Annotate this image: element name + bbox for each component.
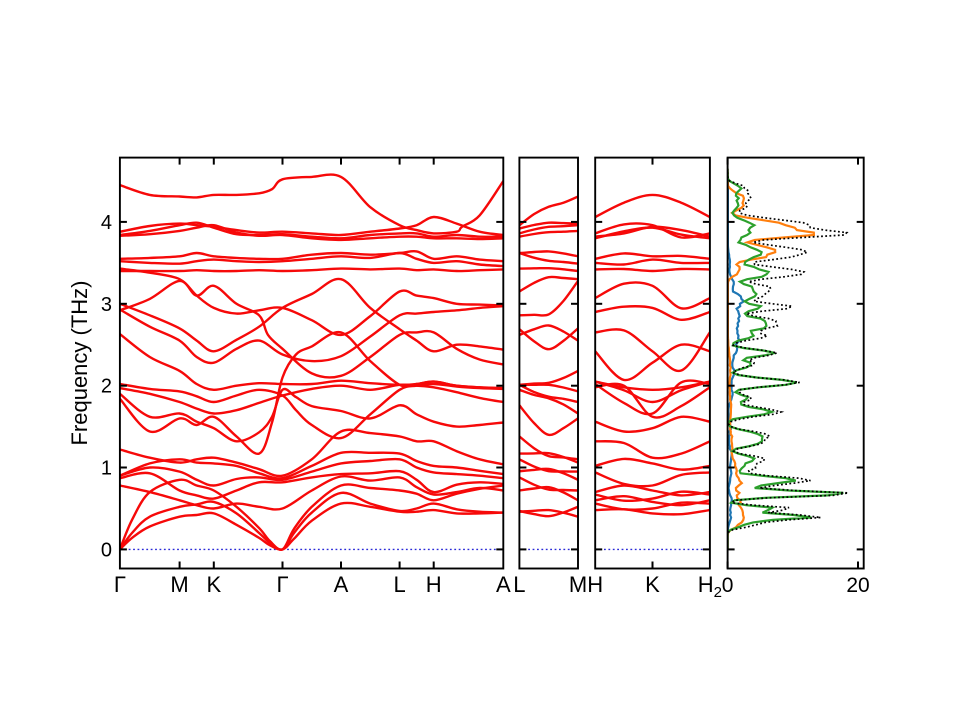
svg-text:H: H bbox=[587, 572, 603, 597]
svg-text:20: 20 bbox=[846, 574, 869, 597]
svg-text:M: M bbox=[170, 572, 188, 597]
svg-text:A: A bbox=[496, 572, 511, 597]
svg-text:3: 3 bbox=[101, 294, 112, 316]
svg-text:0: 0 bbox=[101, 539, 112, 561]
svg-text:K: K bbox=[645, 572, 660, 597]
svg-text:4: 4 bbox=[101, 212, 112, 234]
svg-text:Γ: Γ bbox=[114, 572, 126, 597]
svg-text:1: 1 bbox=[101, 458, 112, 480]
svg-text:K: K bbox=[206, 572, 221, 597]
svg-text:Γ: Γ bbox=[276, 572, 288, 597]
svg-text:Frequency (THz): Frequency (THz) bbox=[67, 280, 92, 445]
svg-text:M: M bbox=[569, 572, 587, 597]
svg-text:2: 2 bbox=[101, 376, 112, 398]
svg-text:A: A bbox=[334, 572, 349, 597]
svg-text:0: 0 bbox=[722, 574, 734, 597]
svg-text:H: H bbox=[426, 572, 442, 597]
svg-text:L: L bbox=[513, 572, 525, 597]
svg-text:L: L bbox=[393, 572, 405, 597]
